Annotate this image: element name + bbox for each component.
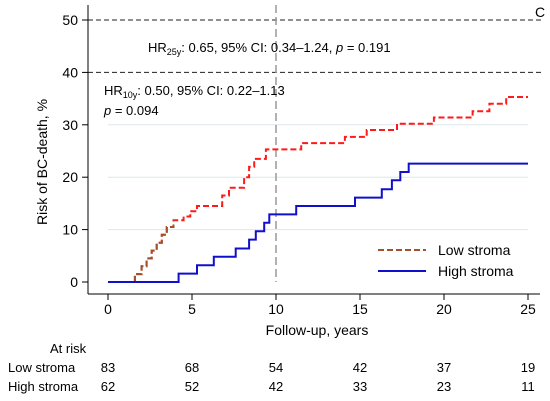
y-tick-label-20: 20 (62, 169, 78, 185)
hr25-sub: 25y (167, 47, 182, 57)
y-tick-label-0: 0 (70, 274, 78, 290)
hr25-annotation: HR25y: 0.65, 95% CI: 0.34–1.24, p = 0.19… (148, 40, 391, 57)
x-axis-label: Follow-up, years (266, 322, 369, 338)
hr10-p-annotation: p = 0.094 (103, 103, 159, 118)
hr10-pre: HR (104, 83, 123, 98)
at-risk-counts: 83 68 54 42 37 19 62 52 42 33 23 11 (101, 360, 535, 394)
series-line-high-stroma (108, 162, 528, 283)
at-risk-count: 62 (101, 379, 115, 394)
series-group (108, 96, 528, 283)
x-tick-label-10: 10 (268, 301, 284, 317)
at-risk-count: 42 (353, 360, 367, 375)
at-risk-row-label-high-stroma: High stroma (8, 379, 79, 394)
hr25-p-label: p (335, 40, 343, 55)
x-tick-label-25: 25 (520, 301, 536, 317)
hr10-post: : 0.50, 95% CI: 0.22–1.13 (137, 83, 284, 98)
at-risk-count: 54 (269, 360, 283, 375)
y-tick-label-40: 40 (62, 64, 78, 80)
at-risk-count: 23 (437, 379, 451, 394)
at-risk-count: 42 (269, 379, 283, 394)
at-risk-count: 37 (437, 360, 451, 375)
at-risk-title: At risk (50, 341, 87, 356)
series-line-early-low-stroma (108, 220, 175, 283)
x-tick-label-20: 20 (436, 301, 452, 317)
hr10-annotation: HR10y: 0.50, 95% CI: 0.22–1.13 (104, 83, 285, 100)
tick-labels: 0 10 20 30 40 50 0 5 10 15 20 25 (62, 12, 536, 317)
y-tick-label-10: 10 (62, 222, 78, 238)
at-risk-count: 68 (185, 360, 199, 375)
grid-lines (108, 124, 528, 231)
reference-lines (88, 5, 542, 282)
at-risk-count: 52 (185, 379, 199, 394)
hr25-p-value: = 0.191 (343, 40, 390, 55)
legend-box (365, 235, 540, 289)
panel-letter: C (535, 4, 545, 20)
axes (82, 5, 540, 300)
y-tick-label-50: 50 (62, 12, 78, 28)
hr10-p-value: = 0.094 (111, 103, 158, 118)
hr25-pre: HR (148, 40, 167, 55)
at-risk-row-label-low-stroma: Low stroma (8, 360, 76, 375)
y-tick-label-30: 30 (62, 117, 78, 133)
at-risk-count: 19 (521, 360, 535, 375)
y-axis-label: Risk of BC-death, % (34, 99, 50, 225)
legend-label-low-stroma: Low stroma (438, 242, 511, 258)
x-tick-label-0: 0 (104, 301, 112, 317)
hr25-post: : 0.65, 95% CI: 0.34–1.24, (181, 40, 336, 55)
hr10-p-label: p (103, 103, 111, 118)
x-tick-label-5: 5 (188, 301, 196, 317)
x-tick-label-15: 15 (352, 301, 368, 317)
at-risk-count: 83 (101, 360, 115, 375)
at-risk-count: 33 (353, 379, 367, 394)
legend: Low stroma High stroma (365, 235, 540, 289)
at-risk-count: 11 (521, 379, 535, 394)
legend-label-high-stroma: High stroma (438, 263, 514, 279)
hr10-sub: 10y (123, 90, 138, 100)
